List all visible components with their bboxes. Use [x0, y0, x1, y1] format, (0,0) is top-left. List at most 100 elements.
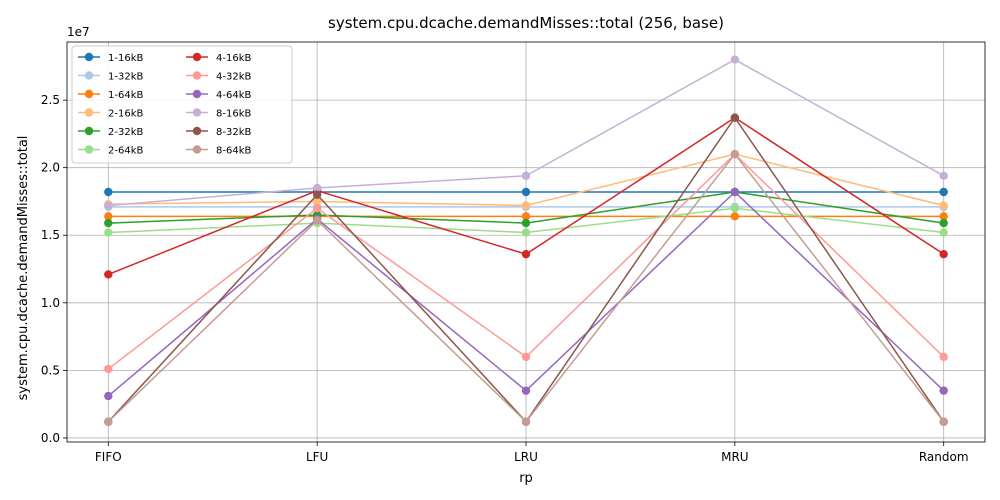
- y-tick-label: 2.0: [41, 161, 60, 175]
- legend-label: 1-16kB: [108, 53, 143, 64]
- y-axis-label: system.cpu.dcache.demandMisses::total: [16, 136, 31, 401]
- series-8-64kB: [104, 149, 948, 426]
- legend-entry: 2-32kB: [78, 126, 143, 138]
- data-point: [104, 218, 113, 228]
- data-point: [312, 197, 322, 206]
- data-point: [939, 228, 948, 237]
- legend-marker: [192, 126, 202, 136]
- legend-entry: 1-64kB: [78, 89, 143, 101]
- legend-label: 2-16kB: [108, 109, 143, 120]
- legend-label: 1-64kB: [108, 90, 143, 101]
- data-point: [312, 204, 322, 213]
- legend-label: 1-32kB: [108, 72, 143, 83]
- chart-title: system.cpu.dcache.demandMisses::total (2…: [328, 14, 724, 32]
- legend-box: [71, 45, 293, 164]
- legend-entry: 2-16kB: [78, 108, 143, 120]
- legend-marker: [192, 89, 202, 99]
- legend-entry: 8-64kB: [186, 145, 251, 157]
- x-tick-label: FIFO: [95, 450, 122, 464]
- legend-marker: [84, 126, 94, 136]
- data-point: [312, 190, 322, 199]
- legend-marker: [84, 52, 94, 62]
- data-point: [104, 364, 113, 374]
- data-point: [104, 417, 113, 426]
- legend-marker: [192, 52, 202, 62]
- x-tick-label: Random: [919, 450, 969, 464]
- data-point: [730, 187, 740, 197]
- y-tick-label: 0.0: [41, 431, 60, 445]
- series-8-16kB: [104, 55, 948, 210]
- legend: 1-16kB 1-32kB 1-64kB 2-16kB 2-32kB 2-64kB 4-16…: [71, 45, 293, 164]
- data-point: [939, 187, 948, 197]
- legend-entry: 1-16kB: [78, 52, 143, 64]
- legend-label: 2-32kB: [108, 127, 143, 138]
- data-point: [730, 212, 740, 221]
- data-point: [521, 212, 531, 221]
- legend-marker: [192, 71, 202, 80]
- data-point: [104, 201, 113, 210]
- series-group: [104, 55, 948, 426]
- data-point: [104, 212, 113, 221]
- legend-entry: 8-16kB: [186, 108, 251, 120]
- legend-entry: 4-64kB: [186, 89, 251, 101]
- data-point: [521, 218, 531, 228]
- data-point: [521, 171, 531, 180]
- legend-label: 8-64kB: [216, 146, 251, 157]
- data-point: [939, 212, 948, 221]
- legend-entry: 2-64kB: [78, 145, 143, 157]
- data-point: [521, 386, 531, 395]
- data-point: [939, 249, 948, 259]
- data-point: [521, 352, 531, 362]
- legend-label: 8-32kB: [216, 127, 251, 138]
- data-point: [939, 386, 948, 395]
- data-point: [521, 417, 531, 426]
- legend-entry: 1-32kB: [78, 71, 143, 83]
- data-point: [521, 187, 531, 197]
- data-point: [521, 249, 531, 259]
- data-point: [730, 149, 740, 159]
- data-point: [939, 171, 948, 180]
- legend-marker: [84, 145, 94, 154]
- y-tick-label: 2.5: [41, 93, 60, 107]
- legend-entry: 4-16kB: [186, 52, 251, 64]
- y-axis-multiplier: 1e7: [67, 25, 90, 39]
- legend-entry: 4-32kB: [186, 71, 251, 83]
- tick-labels: FIFO LFU LRU MRU Random 0.0 0.5 1.0 1.5 2.0 2.5: [41, 93, 969, 464]
- y-tick-label: 1.0: [41, 296, 60, 310]
- legend-label: 8-16kB: [216, 109, 251, 120]
- data-point: [521, 201, 531, 210]
- legend-entry: 8-32kB: [186, 126, 251, 138]
- x-tick-label: LFU: [306, 450, 328, 464]
- legend-marker: [84, 71, 94, 80]
- data-point: [312, 216, 322, 225]
- legend-label: 2-64kB: [108, 146, 143, 157]
- y-tick-label: 0.5: [41, 363, 60, 377]
- data-point: [312, 183, 322, 193]
- data-point: [104, 228, 113, 237]
- data-point: [939, 417, 948, 426]
- data-point: [730, 55, 740, 64]
- legend-label: 4-32kB: [216, 72, 251, 83]
- data-point: [104, 187, 113, 197]
- data-point: [939, 201, 948, 210]
- data-point: [104, 270, 113, 279]
- data-point: [939, 218, 948, 228]
- data-point: [939, 352, 948, 362]
- data-point: [104, 391, 113, 401]
- legend-marker: [192, 145, 202, 154]
- x-tick-label: MRU: [721, 450, 748, 464]
- x-tick-label: LRU: [514, 450, 538, 464]
- y-tick-label: 1.5: [41, 228, 60, 242]
- data-point: [730, 113, 740, 122]
- legend-marker: [84, 108, 94, 117]
- plot-frame: [66, 41, 986, 443]
- legend-marker: [84, 89, 94, 99]
- data-point: [521, 228, 531, 237]
- data-point: [730, 204, 740, 213]
- legend-marker: [192, 108, 202, 117]
- legend-label: 4-64kB: [216, 90, 251, 101]
- axes: [63, 41, 986, 446]
- x-axis-label: rp: [519, 471, 533, 486]
- legend-label: 4-16kB: [216, 53, 251, 64]
